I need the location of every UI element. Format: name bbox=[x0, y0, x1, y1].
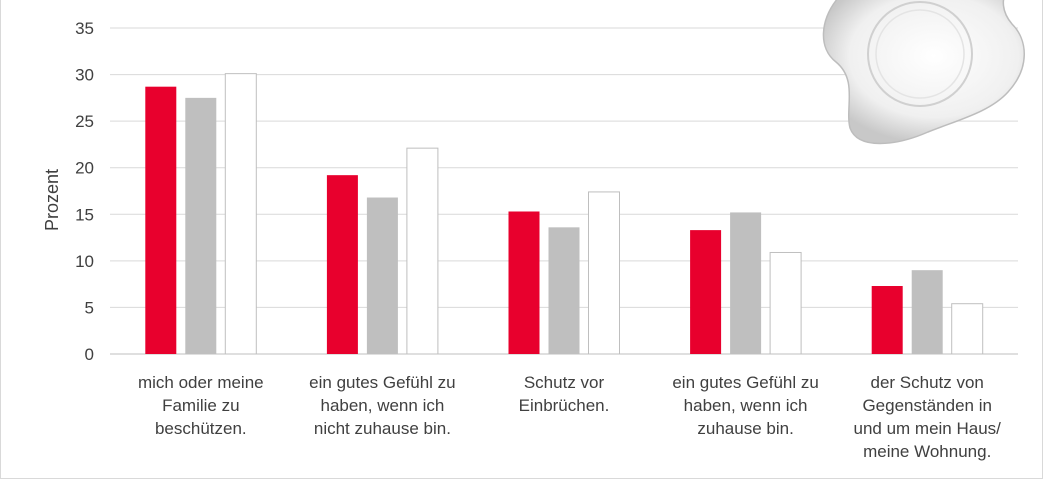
category-label-line: Familie zu bbox=[162, 396, 239, 415]
bar bbox=[224, 73, 257, 355]
category-label-line: und um mein Haus/ bbox=[853, 419, 1001, 438]
bar bbox=[326, 175, 358, 354]
y-axis-label: Prozent bbox=[42, 169, 62, 231]
y-tick-label: 25 bbox=[75, 112, 94, 131]
category-label-line: nicht zuhause bin. bbox=[314, 419, 451, 438]
category-label-line: meine Wohnung. bbox=[863, 442, 991, 461]
glass-shape bbox=[822, 0, 1025, 145]
category-label-line: ein gutes Gefühl zu bbox=[309, 373, 455, 392]
y-tick-label: 10 bbox=[75, 252, 94, 271]
category-labels: mich oder meine Familie zu beschützen. ein … bbox=[138, 373, 1001, 461]
bar bbox=[911, 270, 943, 354]
category-label: ein gutes Gefühl zu haben, wenn ich zuhaus… bbox=[672, 373, 818, 438]
bar bbox=[548, 227, 580, 354]
y-tick-label: 15 bbox=[75, 205, 94, 224]
decorative-glass-shape bbox=[822, 0, 1025, 145]
category-label-line: beschützen. bbox=[155, 419, 247, 438]
bar bbox=[588, 191, 620, 355]
y-tick-label: 5 bbox=[85, 298, 94, 317]
category-label: Schutz vor Einbrüchen. bbox=[519, 373, 610, 415]
category-label: ein gutes Gefühl zu haben, wenn ich nicht … bbox=[309, 373, 455, 438]
bar bbox=[690, 230, 722, 354]
bar bbox=[508, 211, 540, 354]
category-label-line: mich oder meine bbox=[138, 373, 264, 392]
category-label: mich oder meine Familie zu beschützen. bbox=[138, 373, 264, 438]
bar bbox=[145, 86, 177, 355]
bars bbox=[145, 73, 984, 355]
bar bbox=[871, 286, 903, 354]
category-label-line: zuhause bin. bbox=[697, 419, 793, 438]
category-label-line: haben, wenn ich bbox=[684, 396, 808, 415]
bar bbox=[406, 147, 439, 355]
bar bbox=[730, 212, 762, 354]
y-tick-label: 0 bbox=[85, 345, 94, 364]
bar bbox=[769, 251, 802, 355]
category-label: der Schutz von Gegenständen in und um mein… bbox=[853, 373, 1001, 461]
glass-ring-inner bbox=[875, 9, 965, 99]
category-label-line: ein gutes Gefühl zu bbox=[672, 373, 818, 392]
glass-ring-outer bbox=[867, 1, 973, 107]
y-tick-label: 30 bbox=[75, 66, 94, 85]
bar bbox=[951, 303, 984, 355]
y-tick-label: 20 bbox=[75, 159, 94, 178]
category-label-line: der Schutz von bbox=[870, 373, 983, 392]
category-label-line: Einbrüchen. bbox=[519, 396, 610, 415]
bar bbox=[366, 197, 398, 354]
category-label-line: Schutz vor bbox=[524, 373, 605, 392]
gridlines bbox=[110, 27, 1018, 355]
category-label-line: Gegenständen in bbox=[862, 396, 992, 415]
category-label-line: haben, wenn ich bbox=[320, 396, 444, 415]
y-tick-labels: 0 5 10 15 20 25 30 35 bbox=[75, 19, 94, 364]
bar bbox=[185, 97, 217, 354]
y-tick-label: 35 bbox=[75, 19, 94, 38]
